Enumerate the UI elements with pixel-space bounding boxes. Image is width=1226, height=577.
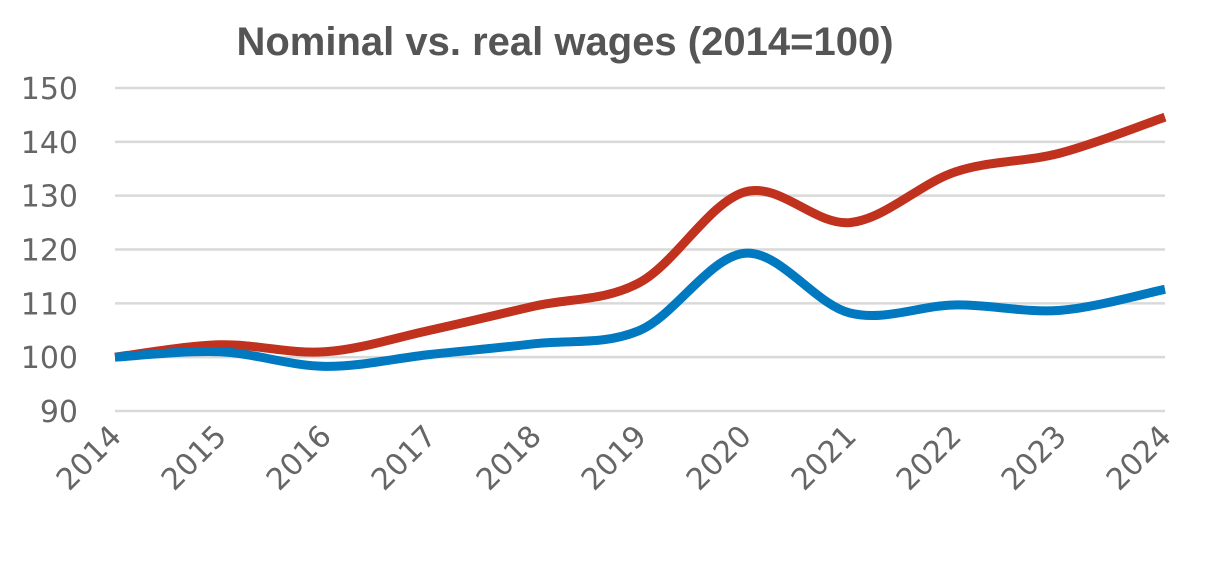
x-tick-label: 2023 bbox=[995, 419, 1074, 498]
y-tick-label: 150 bbox=[21, 72, 78, 107]
x-tick-label: 2021 bbox=[785, 419, 864, 498]
x-tick-label: 2020 bbox=[680, 419, 759, 498]
y-tick-label: 100 bbox=[21, 341, 78, 376]
series-lines bbox=[114, 112, 1167, 371]
y-tick-label: 140 bbox=[21, 126, 78, 161]
x-tick-label: 2022 bbox=[890, 419, 969, 498]
series-line-1 bbox=[114, 248, 1166, 371]
y-axis-ticks: 90 100 110 120 130 140 150 bbox=[21, 72, 78, 430]
x-tick-label: 2018 bbox=[470, 419, 549, 498]
y-tick-label: 130 bbox=[21, 180, 78, 215]
y-tick-label: 110 bbox=[21, 287, 78, 322]
chart-title: Nominal vs. real wages (2014=100) bbox=[236, 20, 893, 64]
x-tick-label: 2019 bbox=[575, 419, 654, 498]
x-tick-label: 2024 bbox=[1100, 419, 1179, 498]
x-tick-label: 2014 bbox=[50, 419, 129, 498]
y-tick-label: 90 bbox=[40, 395, 78, 430]
x-tick-label: 2015 bbox=[155, 419, 234, 498]
x-tick-label: 2016 bbox=[260, 419, 339, 498]
series-line-0 bbox=[114, 112, 1167, 362]
x-axis-ticks: 2014 2015 2016 2017 2018 2019 2020 2021 2022 2023… bbox=[50, 419, 1179, 498]
y-tick-label: 120 bbox=[21, 234, 78, 269]
gridlines bbox=[115, 86, 1165, 413]
x-tick-label: 2017 bbox=[365, 419, 444, 498]
